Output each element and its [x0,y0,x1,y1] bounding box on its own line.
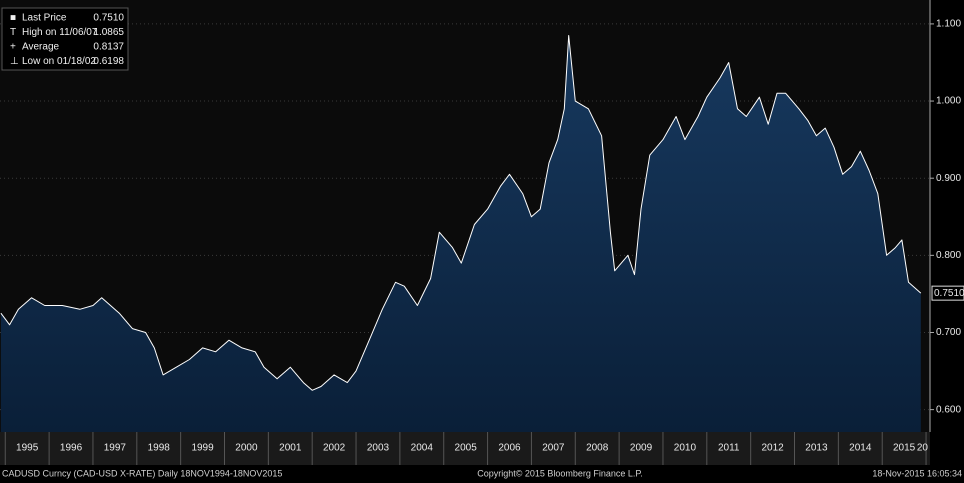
y-tick-label: 1.000 [936,96,961,107]
y-tick-label: 0.800 [936,250,961,261]
x-tick-label: 2009 [630,443,653,454]
x-tick-label: 2000 [235,443,258,454]
x-tick-label: 1998 [148,443,171,454]
legend: ■ Last Price 0.7510 T High on 11/06/071.0865… [1,7,129,71]
last-price-label: 0.7510 [934,288,964,299]
x-tick-label: 2004 [411,443,434,454]
x-tick-label: 2011 [718,443,740,454]
legend-value: 0.6198 [93,56,124,67]
x-tick-label: 2005 [455,443,478,454]
x-tick-label: 2012 [761,443,784,454]
x-tick-label: 2010 [674,443,697,454]
x-tick-label: 2014 [849,443,872,454]
x-tick-label: 1997 [104,443,127,454]
legend-icon: T [10,27,16,38]
x-tick-label: 2006 [498,443,521,454]
legend-icon: ⊥ [10,56,19,67]
legend-label: High on 11/06/07 [22,27,98,38]
x-tick-label: 2013 [805,443,828,454]
x-tick-label: 2002 [323,443,346,454]
y-tick-label: 0.700 [936,327,961,338]
x-axis-band [0,432,930,465]
x-tick-label: 2008 [586,443,609,454]
legend-value: 0.8137 [93,42,124,53]
y-tick-label: 1.100 [936,19,961,30]
x-tick-label: 2015 [893,443,916,454]
footer-band [0,465,964,483]
legend-label: Last Price [22,13,67,24]
last-price-tag [931,285,964,301]
legend-value: 1.0865 [93,27,124,38]
y-tick-label: 0.600 [936,404,961,415]
x-tick-label: 2003 [367,443,390,454]
legend-value: 0.7510 [93,13,124,24]
x-tick-label: 1995 [16,443,39,454]
y-tick-label: 0.900 [936,173,961,184]
x-tick-label: 2001 [279,443,302,454]
legend-box [1,7,129,71]
x-tick-label: 20 [917,443,929,454]
price-line [0,35,922,391]
x-tick-label: 2007 [542,443,565,454]
legend-label: Average [22,42,60,53]
legend-icon: ■ [10,13,16,24]
legend-icon: + [10,42,16,53]
area-fill [0,35,921,432]
legend-label: Low on 01/18/02 [22,56,96,67]
x-tick-label: 1996 [60,443,83,454]
footer-right: 18-Nov-2015 16:05:34 [872,468,962,478]
footer-left: CADUSD Curncy (CAD-USD X-RATE) Daily 18N… [2,468,282,478]
footer-center: Copyright© 2015 Bloomberg Finance L.P. [477,468,643,478]
x-tick-label: 1999 [191,443,214,454]
